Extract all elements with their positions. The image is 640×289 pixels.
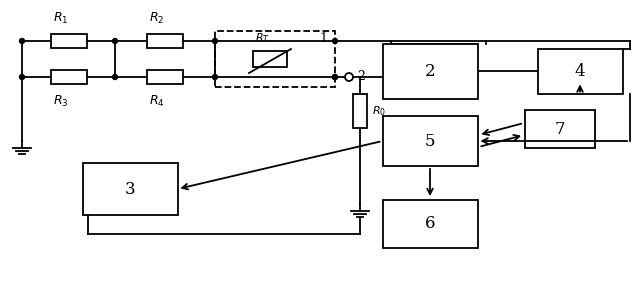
Circle shape [212,75,218,79]
Bar [253,51,287,67]
Text: 4: 4 [575,62,586,79]
Circle shape [212,38,218,44]
Text: $R_0$: $R_0$ [372,104,386,118]
Circle shape [333,38,337,44]
Bar [353,94,367,128]
Circle shape [113,75,118,79]
Bar [215,31,335,87]
Circle shape [113,38,118,44]
Circle shape [19,38,24,44]
Bar [538,49,623,94]
Text: 2: 2 [425,62,435,79]
Text: $R_3$: $R_3$ [52,94,68,109]
Circle shape [19,75,24,79]
Bar [383,116,477,166]
Bar [383,200,477,248]
Text: 2: 2 [357,71,365,84]
Text: 3: 3 [125,181,135,197]
Text: $R_1$: $R_1$ [52,11,68,26]
Bar [147,70,183,84]
Text: 1: 1 [319,32,327,45]
Bar [83,163,177,215]
Circle shape [345,73,353,81]
Text: $R_4$: $R_4$ [149,94,165,109]
Circle shape [333,75,337,79]
Bar [383,44,477,99]
Circle shape [333,75,337,79]
Text: 6: 6 [425,216,435,232]
Text: $R_T$: $R_T$ [255,31,269,45]
Text: 7: 7 [555,121,565,138]
Bar [147,34,183,48]
Bar [51,70,86,84]
Bar [525,110,595,148]
Text: $R_2$: $R_2$ [149,11,164,26]
Bar [51,34,86,48]
Text: 5: 5 [425,132,435,149]
